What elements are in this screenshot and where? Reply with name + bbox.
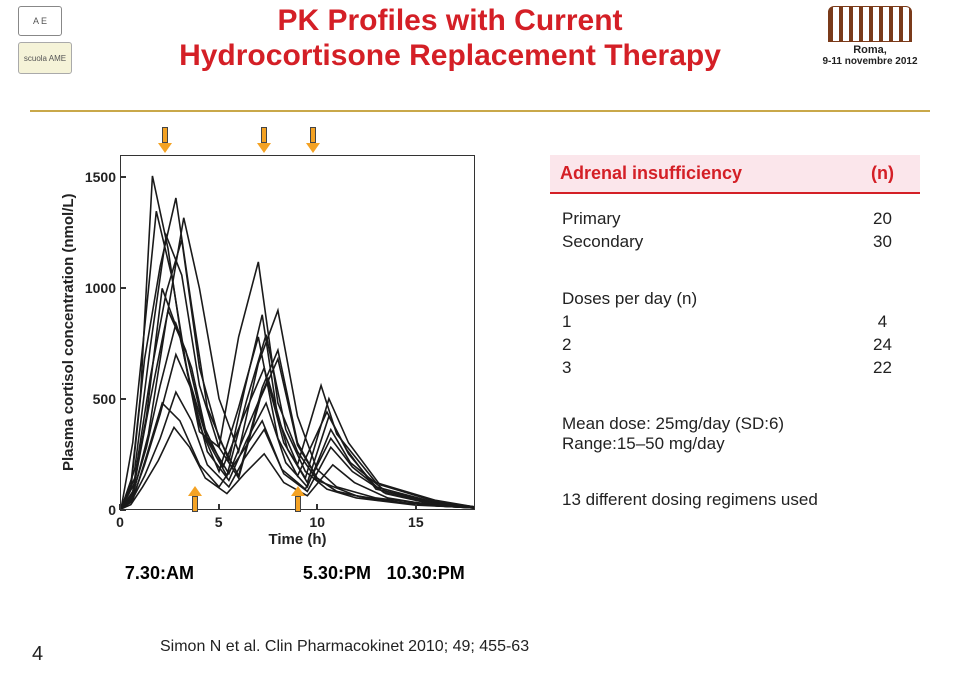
dose-arrow-down-icon xyxy=(158,127,172,153)
page-number: 4 xyxy=(32,643,43,666)
info-block-meandose: Mean dose: 25mg/day (SD:6) Range:15–50 m… xyxy=(550,400,920,454)
chart-plot xyxy=(120,155,475,510)
x-axis-label: Time (h) xyxy=(120,531,475,548)
location-text: Roma, xyxy=(820,44,920,56)
value-primary: 20 xyxy=(855,208,910,231)
time-label-pm2: 10.30:PM xyxy=(387,563,465,584)
dose-arrow-down-icon xyxy=(306,127,320,153)
y-axis-label: Plasma cortisol concentration (nmol/L) xyxy=(60,155,80,510)
info-header-n: (n) xyxy=(855,163,910,184)
row-dose: 322 xyxy=(562,357,910,380)
info-block-doses: Doses per day (n) 14224322 xyxy=(550,274,920,380)
mean-dose: Mean dose: 25mg/day (SD:6) xyxy=(562,414,910,434)
logo-right: Roma, 9-11 novembre 2012 xyxy=(820,6,920,67)
label-secondary: Secondary xyxy=(562,231,855,254)
label-primary: Primary xyxy=(562,208,855,231)
header-bar: A E scuola AME PK Profiles with Current … xyxy=(0,0,960,118)
colosseum-icon xyxy=(828,6,912,42)
dose-arrow-up-icon xyxy=(291,486,305,512)
time-label-pm1: 5.30:PM xyxy=(303,563,371,584)
logos-left: A E scuola AME xyxy=(18,6,80,74)
row-dose: 14 xyxy=(562,311,910,334)
row-dose: 224 xyxy=(562,334,910,357)
row-secondary: Secondary 30 xyxy=(562,231,910,254)
info-block-insufficiency: Primary 20 Secondary 30 xyxy=(550,194,920,254)
dose-arrow-up-icon xyxy=(188,486,202,512)
title-line2: Hydrocortisone Replacement Therapy xyxy=(179,39,721,72)
info-panel: Adrenal insufficiency (n) Primary 20 Sec… xyxy=(550,155,920,510)
row-primary: Primary 20 xyxy=(562,208,910,231)
doses-header: Doses per day (n) xyxy=(562,288,910,311)
info-header: Adrenal insufficiency (n) xyxy=(550,155,920,194)
divider xyxy=(30,110,930,112)
dose-range: Range:15–50 mg/day xyxy=(562,434,910,454)
dose-arrow-down-icon xyxy=(257,127,271,153)
time-label-am: 7.30:AM xyxy=(125,563,194,584)
pk-chart: Plasma cortisol concentration (nmol/L) T… xyxy=(80,155,475,550)
date-text: 9-11 novembre 2012 xyxy=(820,56,920,67)
logo-ame: scuola AME xyxy=(18,42,72,74)
time-labels: 7.30:AM 5.30:PM 10.30:PM xyxy=(80,563,475,593)
logo-ae: A E xyxy=(18,6,62,36)
page-title: PK Profiles with Current Hydrocortisone … xyxy=(110,4,790,73)
title-line1: PK Profiles with Current xyxy=(277,4,622,37)
info-regimens: 13 different dosing regimens used xyxy=(550,476,920,510)
citation: Simon N et al. Clin Pharmacokinet 2010; … xyxy=(160,638,920,656)
value-secondary: 30 xyxy=(855,231,910,254)
info-header-label: Adrenal insufficiency xyxy=(560,163,855,184)
